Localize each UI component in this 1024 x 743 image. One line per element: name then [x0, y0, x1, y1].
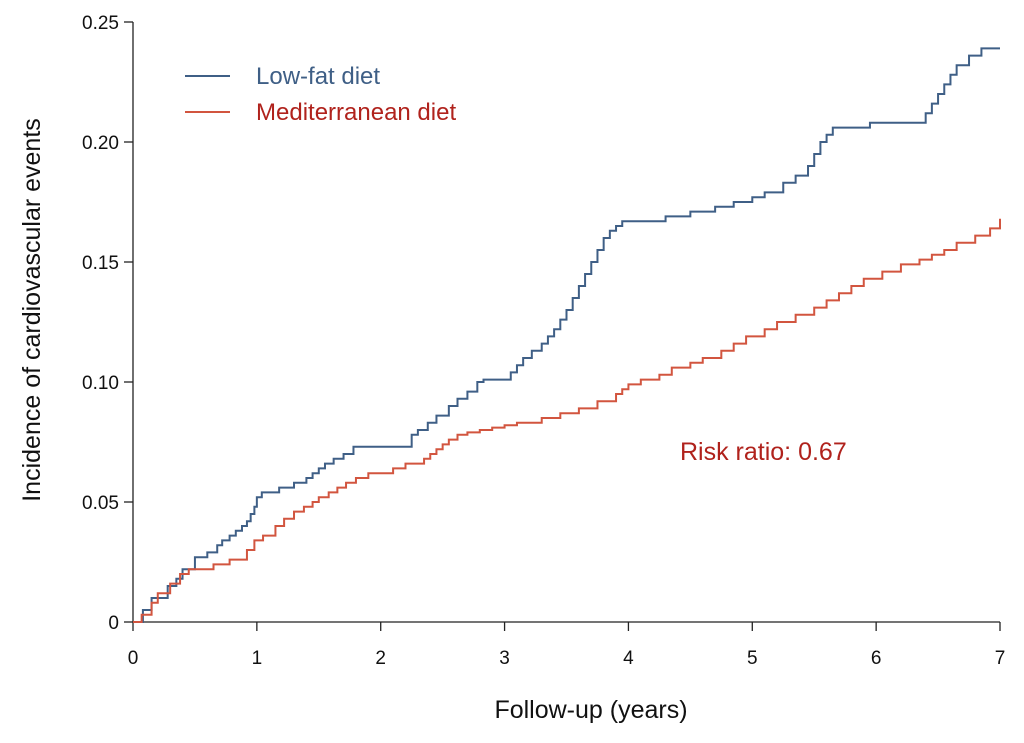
y-tick-label: 0.10 — [82, 373, 119, 394]
x-axis-title: Follow-up (years) — [494, 696, 687, 724]
x-tick-label: 3 — [499, 648, 510, 669]
x-tick-label: 1 — [252, 648, 263, 669]
y-tick-label: 0.15 — [82, 253, 119, 274]
low-fat-series-line — [133, 47, 1000, 623]
x-tick-label: 6 — [871, 648, 882, 669]
mediterranean-series-line — [133, 218, 1001, 623]
y-tick-label: 0.05 — [82, 493, 119, 514]
x-tick-label: 4 — [623, 648, 634, 669]
legend-label: Low-fat diet — [256, 63, 380, 90]
risk-ratio-annotation: Risk ratio: 0.67 — [680, 438, 847, 466]
series-layer — [133, 47, 1001, 623]
x-tick-label: 2 — [375, 648, 386, 669]
x-tick-label: 7 — [995, 648, 1006, 669]
y-tick-label: 0 — [108, 613, 119, 634]
x-tick-label: 5 — [747, 648, 758, 669]
axes: 0 0.05 0.10 0.15 0.20 0.25 0 1 2 3 4 5 6 7 — [82, 13, 1005, 669]
y-axis-title: Incidence of cardiovascular events — [18, 118, 46, 502]
legend-label: Mediterranean diet — [256, 99, 456, 126]
y-tick-label: 0.20 — [82, 133, 119, 154]
legend: Low-fat diet Mediterranean diet — [185, 63, 456, 126]
y-tick-label: 0.25 — [82, 13, 119, 34]
x-tick-label: 0 — [128, 648, 139, 669]
